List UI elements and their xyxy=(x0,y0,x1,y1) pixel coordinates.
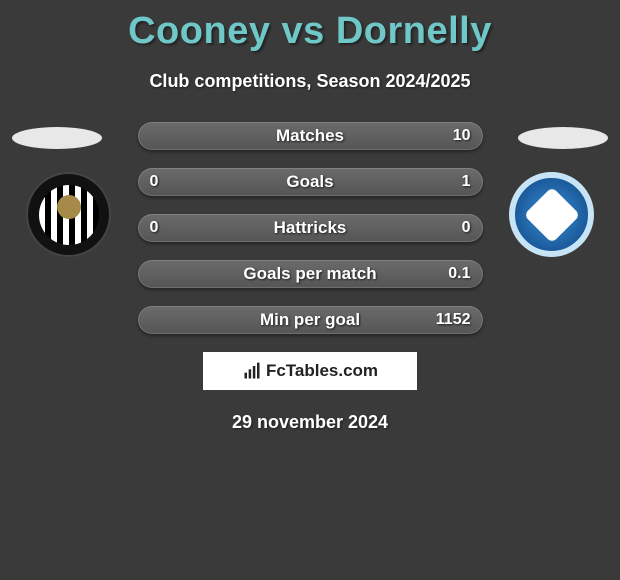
brand-watermark[interactable]: FcTables.com xyxy=(203,352,417,390)
comparison-content: Matches 10 0 Goals 1 0 Hattricks 0 Goals… xyxy=(0,122,620,433)
stat-left-value: 0 xyxy=(150,219,159,237)
bar-chart-icon xyxy=(242,361,262,381)
stats-list: Matches 10 0 Goals 1 0 Hattricks 0 Goals… xyxy=(138,122,483,334)
right-club-crest xyxy=(509,172,594,257)
stat-row: Matches 10 xyxy=(138,122,483,150)
left-club-crest xyxy=(26,172,111,257)
page-title: Cooney vs Dornelly xyxy=(0,0,620,53)
right-name-oval xyxy=(518,127,608,149)
stat-right-value: 0.1 xyxy=(448,265,470,283)
stat-row: 0 Hattricks 0 xyxy=(138,214,483,242)
stat-right-value: 10 xyxy=(453,127,471,145)
brand-text: FcTables.com xyxy=(266,361,378,381)
stat-right-value: 1 xyxy=(462,173,471,191)
left-name-oval xyxy=(12,127,102,149)
stat-right-value: 0 xyxy=(462,219,471,237)
football-icon xyxy=(57,195,81,219)
stat-row: Min per goal 1152 xyxy=(138,306,483,334)
posh-diamond-icon xyxy=(523,186,580,243)
stat-label: Hattricks xyxy=(274,218,347,238)
stat-left-value: 0 xyxy=(150,173,159,191)
stat-row: 0 Goals 1 xyxy=(138,168,483,196)
stat-label: Min per goal xyxy=(260,310,360,330)
stat-label: Goals per match xyxy=(243,264,376,284)
snapshot-date: 29 november 2024 xyxy=(0,412,620,433)
notts-stripes-icon xyxy=(39,185,99,245)
stat-label: Goals xyxy=(286,172,333,192)
subtitle: Club competitions, Season 2024/2025 xyxy=(0,71,620,92)
stat-row: Goals per match 0.1 xyxy=(138,260,483,288)
stat-label: Matches xyxy=(276,126,344,146)
stat-right-value: 1152 xyxy=(436,311,471,329)
